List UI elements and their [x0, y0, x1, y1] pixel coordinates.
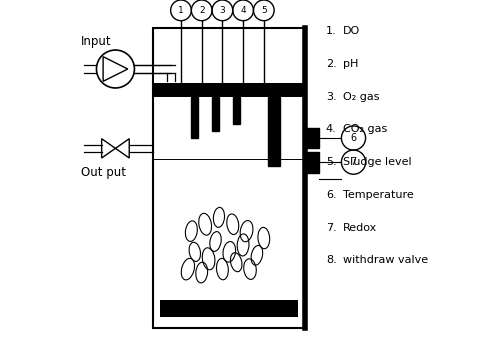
Text: 1: 1 — [178, 6, 184, 15]
Text: 4.: 4. — [326, 125, 336, 134]
Bar — [212, 97, 219, 131]
Text: CO₂ gas: CO₂ gas — [343, 125, 388, 134]
Text: 7: 7 — [350, 157, 356, 167]
Text: 6: 6 — [350, 133, 356, 143]
Text: 4: 4 — [240, 6, 246, 15]
Text: DO: DO — [343, 26, 360, 36]
Text: 7.: 7. — [326, 223, 336, 233]
Text: 2.: 2. — [326, 59, 336, 69]
Bar — [305, 152, 319, 172]
Text: 1.: 1. — [326, 26, 336, 36]
Text: withdraw valve: withdraw valve — [343, 256, 428, 265]
Bar — [233, 97, 239, 124]
Text: 8.: 8. — [326, 256, 336, 265]
Text: 3.: 3. — [326, 92, 336, 101]
Text: 5: 5 — [261, 6, 266, 15]
Text: Redox: Redox — [343, 223, 378, 233]
Text: 5.: 5. — [326, 157, 336, 167]
Text: pH: pH — [343, 59, 358, 69]
Bar — [268, 97, 280, 166]
Text: 6.: 6. — [326, 190, 336, 200]
Text: Temperature: Temperature — [343, 190, 414, 200]
Bar — [154, 83, 305, 97]
Bar — [192, 97, 198, 138]
Bar — [154, 28, 305, 328]
Text: Input: Input — [81, 35, 112, 48]
Text: Out put: Out put — [81, 166, 126, 179]
Text: O₂ gas: O₂ gas — [343, 92, 380, 101]
Text: 2: 2 — [199, 6, 204, 15]
Bar — [305, 128, 319, 148]
Text: 3: 3 — [220, 6, 226, 15]
Bar — [160, 300, 298, 317]
Text: Sludge level: Sludge level — [343, 157, 412, 167]
